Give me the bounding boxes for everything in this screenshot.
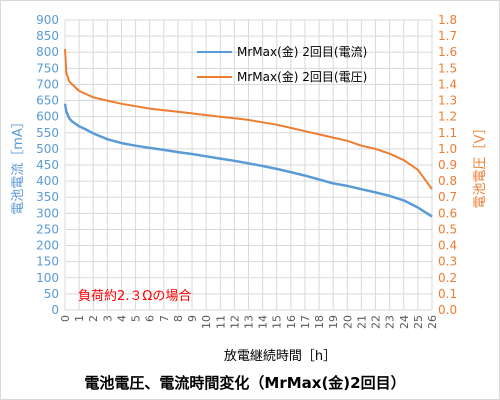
x-tick-label: 21 — [355, 315, 368, 329]
x-tick-label: 14 — [257, 315, 270, 329]
x-tick-label: 22 — [370, 315, 383, 329]
x-tick-label: 7 — [158, 315, 171, 322]
x-tick-label: 5 — [130, 315, 143, 322]
x-tick-label: 13 — [243, 315, 256, 329]
x-tick-label: 25 — [412, 315, 425, 329]
x-tick-label: 26 — [426, 315, 439, 329]
y-tick-label-left: 600 — [36, 110, 59, 124]
y-tick-label-left: 350 — [36, 190, 59, 204]
y-tick-label-right: 1.2 — [438, 110, 457, 124]
y-tick-label-left: 800 — [36, 45, 59, 59]
y-tick-label-left: 850 — [36, 29, 59, 43]
x-tick-label: 11 — [214, 315, 227, 329]
series-line-current — [63, 103, 433, 218]
left-axis-ticks: 0 50 100 150 200 250 300 350 400 450 500 550 600 650 7… — [36, 13, 59, 317]
y-tick-label-left: 650 — [36, 94, 59, 108]
y-tick-label-left: 750 — [36, 61, 59, 75]
y-axis-title-left: 電池電流［mA］ — [11, 115, 26, 215]
y-tick-label-right: 0.4 — [438, 239, 457, 253]
y-tick-label-right: 0.0 — [438, 303, 457, 317]
y-tick-label-right: 1.4 — [438, 77, 457, 91]
x-tick-label: 3 — [101, 315, 114, 322]
y-tick-label-right: 0.8 — [438, 174, 457, 188]
y-tick-label-left: 50 — [44, 287, 59, 301]
y-tick-label-right: 0.6 — [438, 206, 457, 220]
y-tick-label-right: 0.5 — [438, 222, 457, 236]
y-tick-label-left: 700 — [36, 77, 59, 91]
x-tick-label: 0 — [59, 315, 72, 322]
x-axis-title: 放電継続時間［h］ — [224, 349, 336, 364]
x-tick-label: 15 — [271, 315, 284, 329]
y-tick-label-right: 1.3 — [438, 94, 457, 108]
x-tick-label: 8 — [172, 315, 185, 322]
x-tick-label: 19 — [327, 315, 340, 329]
y-tick-label-left: 550 — [36, 126, 59, 140]
y-axis-title-right: 電池電圧［V］ — [473, 122, 488, 209]
series-line-voltage — [64, 48, 433, 190]
y-tick-label-left: 900 — [36, 13, 59, 27]
y-tick-label-left: 100 — [36, 271, 59, 285]
x-tick-label: 24 — [398, 315, 411, 329]
y-tick-label-right: 1.6 — [438, 45, 457, 59]
legend-label-current: MrMax(金) 2回目(電流) — [237, 44, 367, 59]
x-tick-label: 4 — [115, 315, 128, 322]
y-tick-label-right: 0.7 — [438, 190, 457, 204]
y-tick-label-left: 250 — [36, 222, 59, 236]
y-tick-label-left: 500 — [36, 142, 59, 156]
y-tick-label-right: 1.0 — [438, 142, 457, 156]
x-tick-label: 16 — [285, 315, 298, 329]
y-tick-label-right: 1.5 — [438, 61, 457, 75]
y-tick-label-right: 1.7 — [438, 29, 457, 43]
y-tick-label-right: 1.8 — [438, 13, 457, 27]
y-tick-label-left: 0 — [51, 303, 59, 317]
x-tick-label: 23 — [384, 315, 397, 329]
x-tick-label: 20 — [341, 315, 354, 329]
y-tick-label-left: 450 — [36, 158, 59, 172]
y-tick-label-right: 0.3 — [438, 255, 457, 269]
legend-label-voltage: MrMax(金) 2回目(電圧) — [237, 69, 367, 84]
x-tick-label: 9 — [186, 315, 199, 322]
y-tick-label-left: 200 — [36, 239, 59, 253]
y-tick-label-left: 300 — [36, 206, 59, 220]
y-tick-label-right: 0.2 — [438, 271, 457, 285]
y-tick-label-right: 0.9 — [438, 158, 457, 172]
y-tick-label-left: 150 — [36, 255, 59, 269]
x-tick-label: 12 — [228, 315, 241, 329]
x-axis-ticks: 0 1 2 3 4 5 6 7 8 9 10 11 12 13 14 15 16 17 18 19 20 21 22 23 24… — [59, 315, 439, 329]
right-axis-ticks: 0.0 0.1 0.2 0.3 0.4 0.5 0.6 0.7 0.8 0.9 1.0 1.1 1.2 1… — [438, 13, 457, 317]
y-tick-label-right: 1.1 — [438, 126, 457, 140]
x-tick-label: 6 — [144, 315, 157, 322]
load-annotation: 負荷約2.３Ωの場合 — [78, 289, 191, 304]
x-tick-label: 18 — [313, 315, 326, 329]
x-tick-label: 2 — [87, 315, 100, 322]
y-tick-label-left: 400 — [36, 174, 59, 188]
x-tick-label: 17 — [299, 315, 312, 329]
x-tick-label: 10 — [200, 315, 213, 329]
series-lines — [63, 48, 433, 218]
legend: MrMax(金) 2回目(電流) MrMax(金) 2回目(電圧) — [197, 44, 367, 84]
y-tick-label-right: 0.1 — [438, 287, 457, 301]
chart-title: 電池電圧、電流時間変化（MrMax(金)2回目） — [84, 374, 405, 392]
x-tick-label: 1 — [73, 315, 86, 322]
